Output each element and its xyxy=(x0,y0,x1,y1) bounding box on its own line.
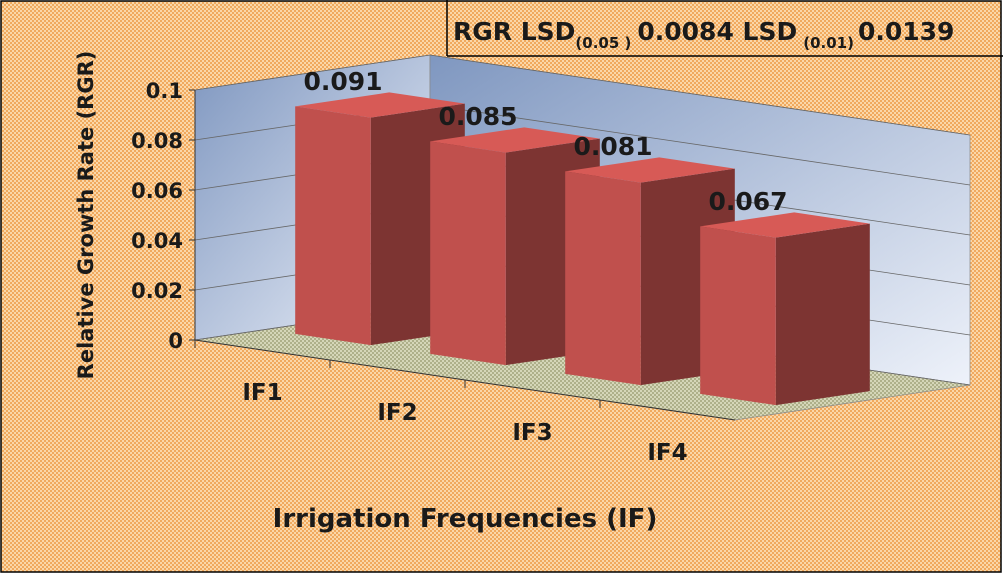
grid-line xyxy=(194,54,971,136)
bar-front xyxy=(430,141,506,366)
bar-top xyxy=(565,157,735,183)
y-tick-label: 0.1 xyxy=(146,79,183,103)
data-label: 0.091 xyxy=(303,67,382,96)
annotation-text: 0.0139 xyxy=(858,17,954,46)
annotation: RGR LSD(0.05 ) 0.0084 LSD (0.01) 0.0139 xyxy=(453,17,954,52)
plot-area: 0 0.02 0.04 0.06 0.08 0.1 IF1 0.091 IF2 0.085 IF3 0… xyxy=(131,54,971,466)
bar xyxy=(565,157,735,386)
y-tick-label: 0.04 xyxy=(131,229,183,253)
x-tick-label: IF2 xyxy=(377,400,417,426)
y-axis-label: Relative Growth Rate (RGR) xyxy=(74,51,98,380)
y-tick-label: 0 xyxy=(168,329,183,353)
y-tick-label: 0.08 xyxy=(131,129,183,153)
annotation-text: RGR LSD xyxy=(453,17,575,46)
x-tick-label: IF3 xyxy=(512,420,552,446)
data-label: 0.085 xyxy=(438,102,517,131)
x-tick-label: IF1 xyxy=(242,380,282,406)
bar-front xyxy=(565,171,641,386)
x-tick-label: IF4 xyxy=(647,440,687,466)
annotation-sub: (0.01) xyxy=(803,34,854,52)
annotation-text: 0.0084 LSD xyxy=(637,17,797,46)
bar-top xyxy=(295,92,465,118)
y-tick-label: 0.02 xyxy=(131,279,183,303)
annotation-sub: (0.05 ) xyxy=(575,34,631,52)
bar-front xyxy=(700,226,776,406)
data-label: 0.081 xyxy=(573,132,652,161)
x-axis-label: Irrigation Frequencies (IF) xyxy=(273,504,658,534)
bar-top xyxy=(700,212,870,238)
bar-side xyxy=(775,223,870,406)
bar-top xyxy=(430,127,600,153)
y-tick-label: 0.06 xyxy=(131,179,183,203)
bar-front xyxy=(295,106,371,346)
data-label: 0.067 xyxy=(708,187,787,216)
bar xyxy=(700,212,870,406)
